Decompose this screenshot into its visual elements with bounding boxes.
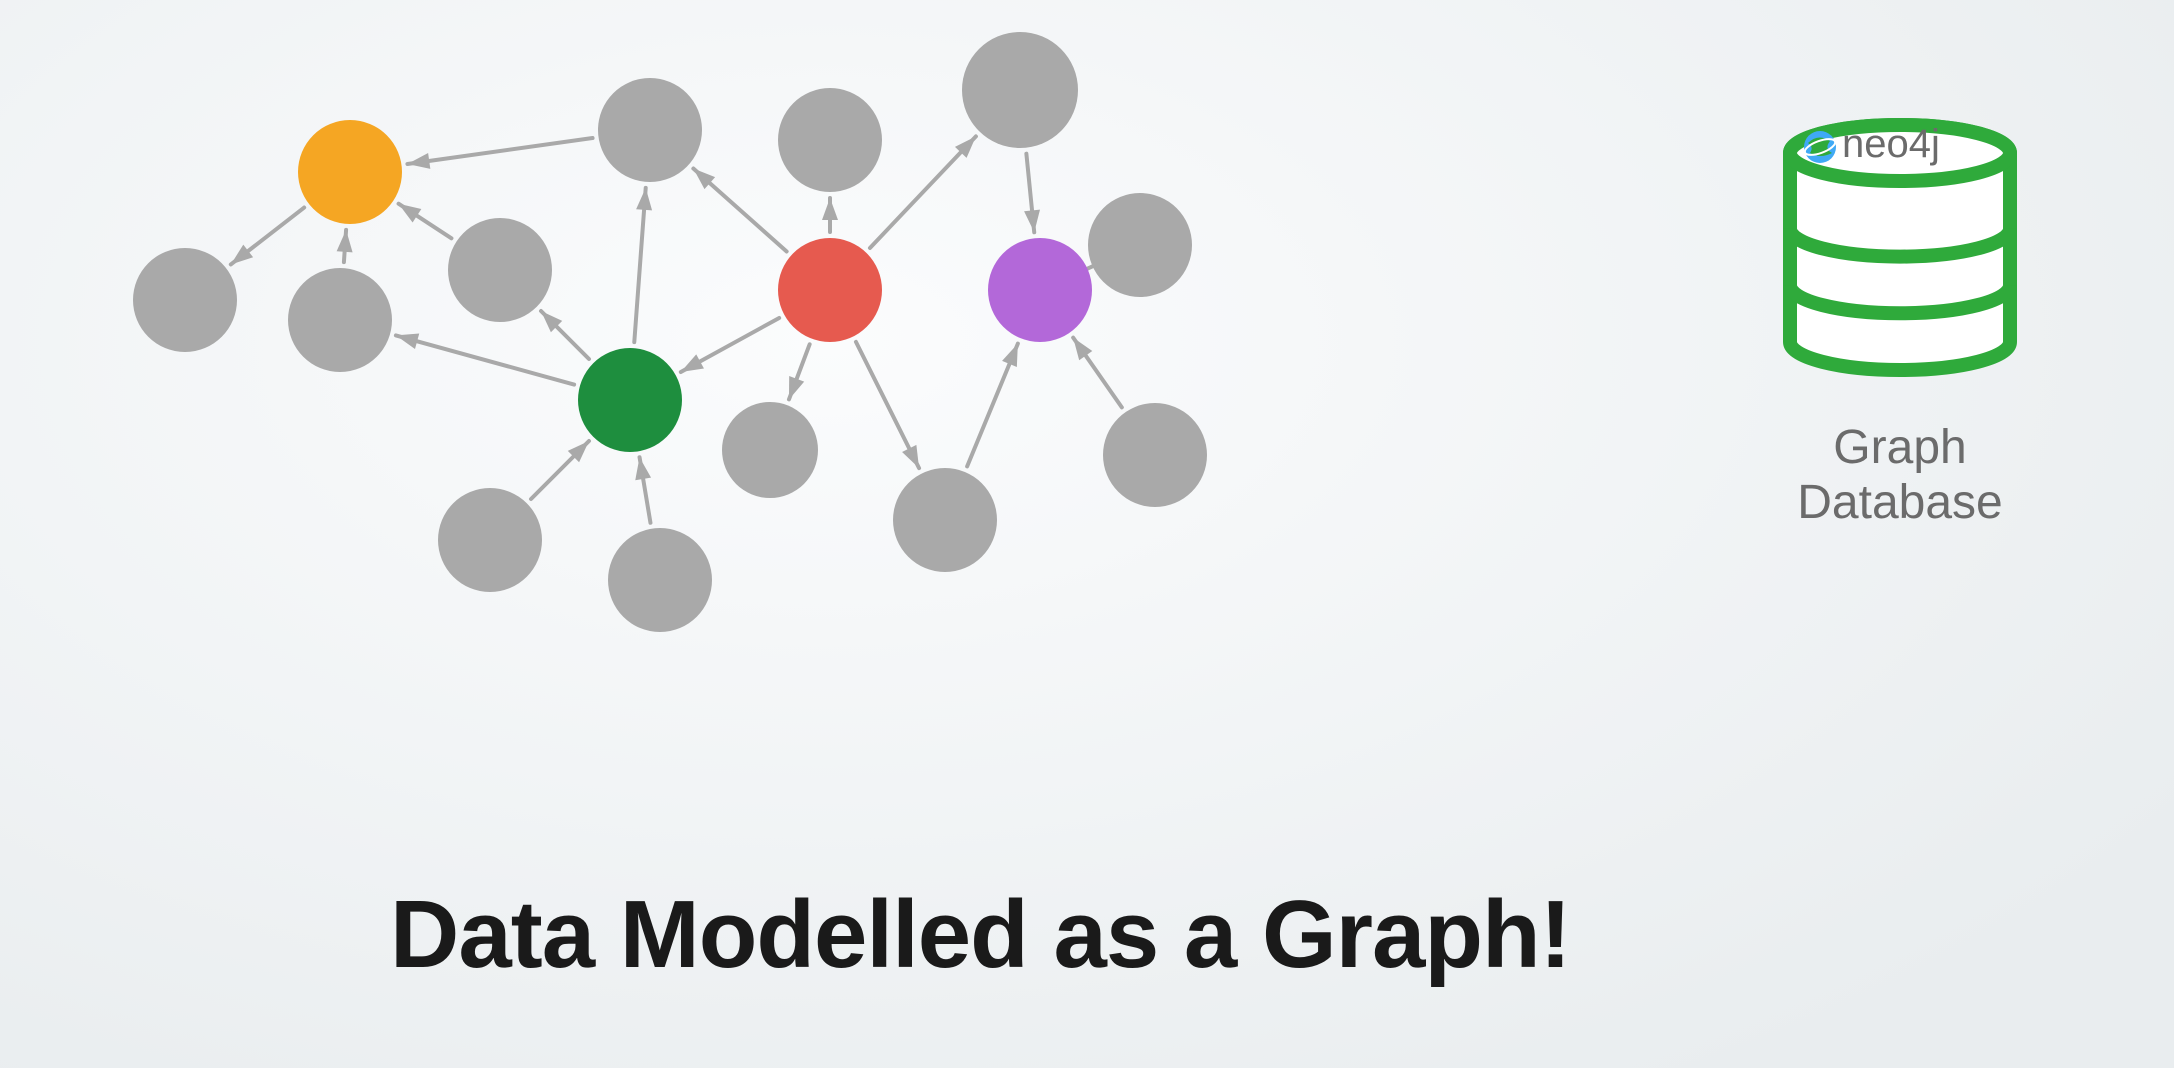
node-g_top3 (778, 88, 882, 192)
node-g_b3 (722, 402, 818, 498)
arrowhead (337, 230, 353, 252)
edge (870, 136, 976, 248)
edge (396, 335, 574, 384)
node-g_top2 (598, 78, 702, 182)
arrowhead (407, 153, 430, 169)
edge (1087, 266, 1093, 269)
database-label: Graph Database (1750, 420, 2050, 530)
node-g_mid1 (448, 218, 552, 322)
node-orange (298, 120, 402, 224)
node-g_tl (133, 248, 237, 352)
slide-title: Data Modelled as a Graph! (390, 880, 1571, 990)
database-icon: neo4j (1790, 122, 2010, 370)
arrowhead (1073, 338, 1092, 361)
node-green (578, 348, 682, 452)
node-g_r2 (1103, 403, 1207, 507)
node-g_bl (438, 488, 542, 592)
node-g_tr (962, 32, 1078, 148)
arrowhead (399, 204, 422, 223)
node-purple (988, 238, 1092, 342)
arrowhead (902, 445, 919, 468)
arrowhead (635, 457, 651, 480)
node-g_b2 (608, 528, 712, 632)
edge (634, 188, 645, 342)
nodes-layer (133, 32, 1207, 632)
arrowhead (681, 354, 704, 372)
node-g_b4 (893, 468, 997, 572)
slide-stage: neo4j Data Modelled as a Graph! Graph Da… (0, 0, 2174, 1068)
neo4j-wordmark: neo4j (1842, 122, 1940, 166)
arrowhead (1002, 344, 1018, 367)
node-g_lmid (288, 268, 392, 372)
arrowhead (396, 334, 419, 349)
arrowhead (789, 376, 804, 399)
node-red (778, 238, 882, 342)
arrowhead (822, 198, 838, 220)
edge (407, 138, 592, 164)
node-g_r1 (1088, 193, 1192, 297)
